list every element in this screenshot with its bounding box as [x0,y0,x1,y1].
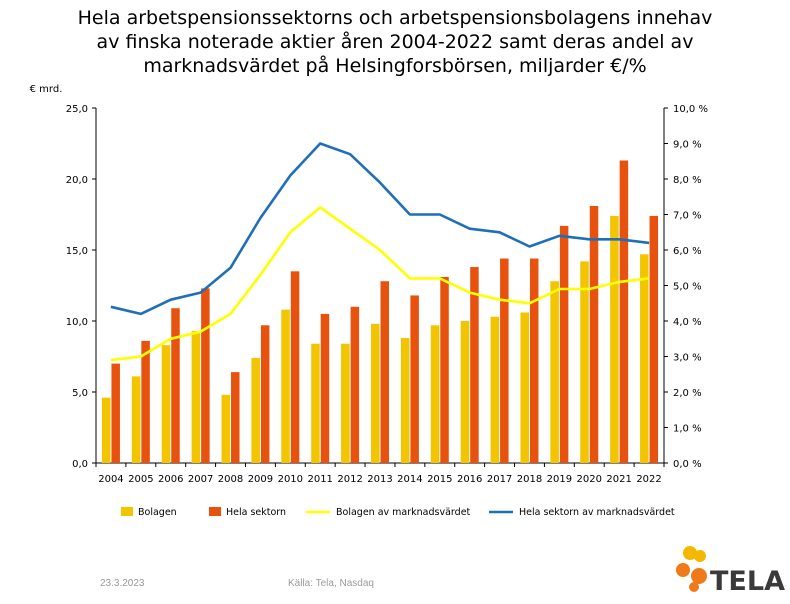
bar-hela-sektorn [111,363,120,463]
bar-bolagen [640,254,649,463]
bar-hela-sektorn [649,215,659,463]
y-tick-label-left: 25,0 [66,104,88,115]
y-tick-label-right: 9,0 % [673,140,702,151]
legend-swatch-bolagen [121,507,133,516]
bar-hela-sektorn [141,340,150,463]
bar-hela-sektorn [290,271,300,463]
tela-logo-text: TELA [710,566,785,597]
title-line-1: Hela arbetspensionssektorns och arbetspe… [77,7,713,29]
chart-title: Hela arbetspensionssektorns och arbetspe… [40,6,750,78]
y-axis-label: € mrd. [30,84,63,95]
legend-label-bolagen-line: Bolagen av marknadsvärdet [336,507,471,518]
x-tick-label: 2022 [636,474,661,485]
legend-label-bolagen: Bolagen [138,507,177,518]
y-tick-label-right: 10,0 % [673,104,708,115]
bar-bolagen [341,343,350,463]
tela-logo: TELA [672,544,785,598]
x-tick-label: 2015 [427,474,452,485]
combo-chart: 0,0 5,0 10,0 15,0 20,0 25,0€ mrd. 0,0 % 1,0 % 2,… [30,84,708,518]
bar-bolagen [101,397,111,463]
legend-label-hela-sektorn-line: Hela sektorn av marknadsvärdet [519,507,675,518]
x-tick-label: 2011 [307,474,332,485]
bar-bolagen [371,323,380,463]
legend-label-hela-sektorn: Hela sektorn [226,507,286,518]
y-tick-label-left: 20,0 [66,175,88,186]
y-tick-label-right: 2,0 % [673,388,702,399]
bar-hela-sektorn [529,258,539,463]
bar-hela-sektorn [171,308,180,463]
bar-hela-sektorn [619,160,629,464]
legend-swatch-hela-sektorn [209,507,221,516]
bar-hela-sektorn [440,276,449,463]
bar-bolagen [550,281,559,463]
y-tick-label-right: 8,0 % [673,175,702,186]
bar-bolagen [311,343,320,463]
title-line-2: av finska noterade aktier åren 2004-2022… [96,31,694,53]
x-tick-label: 2007 [188,474,213,485]
y-tick-label-left: 15,0 [66,246,88,257]
x-tick-label: 2019 [547,474,572,485]
x-tick-label: 2004 [98,474,123,485]
bar-bolagen [520,312,529,463]
y-tick-label-right: 4,0 % [673,317,702,328]
bar-hela-sektorn [589,205,599,464]
title-line-3: marknadsvärdet på Helsingforsbörsen, mil… [143,55,647,77]
bar-bolagen [221,394,231,463]
bar-bolagen [251,357,260,463]
bar-hela-sektorn [231,372,240,463]
x-tick-label: 2016 [457,474,482,485]
x-tick-label: 2005 [128,474,153,485]
bar-bolagen [281,309,290,463]
bar-hela-sektorn [500,258,509,463]
bar-bolagen [490,316,500,463]
tela-logo-mark-icon [676,546,707,592]
bar-hela-sektorn [470,267,479,463]
bar-bolagen [131,376,141,463]
bar-bolagen [460,321,470,463]
line-hela-sektorn-av-marknadsvardet [110,142,650,316]
x-tick-label: 2020 [577,474,602,485]
x-tick-label: 2006 [158,474,183,485]
bar-hela-sektorn [559,225,569,463]
bar-hela-sektorn [350,306,360,463]
x-tick-label: 2014 [397,474,422,485]
bar-hela-sektorn [380,281,389,463]
footer-date: 23.3.2023 [100,578,145,589]
bar-hela-sektorn [201,288,210,463]
bar-hela-sektorn [260,325,270,463]
x-tick-label: 2009 [248,474,273,485]
line-bolagen-av-marknadsvardet [110,206,650,362]
bar-bolagen [161,345,171,463]
bar-bolagen [610,215,619,463]
y-tick-label-left: 0,0 [72,459,88,470]
x-tick-label: 2017 [487,474,512,485]
y-tick-label-left: 5,0 [72,388,88,399]
bar-bolagen [191,330,201,463]
y-tick-label-right: 3,0 % [673,353,702,364]
y-tick-label-right: 1,0 % [673,424,702,435]
y-tick-label-left: 10,0 [66,317,88,328]
y-tick-label-right: 6,0 % [673,246,702,257]
bar-hela-sektorn [320,313,330,463]
y-tick-label-right: 5,0 % [673,282,702,293]
x-tick-label: 2013 [367,474,392,485]
x-tick-label: 2021 [606,474,631,485]
bar-bolagen [430,325,440,463]
bar-hela-sektorn [410,295,419,463]
y-tick-label-right: 0,0 % [673,459,702,470]
footer-source: Källa: Tela, Nasdaq [288,578,374,589]
x-tick-label: 2018 [517,474,542,485]
bar-bolagen [400,338,410,463]
x-tick-label: 2008 [218,474,243,485]
x-tick-label: 2012 [337,474,362,485]
bar-bolagen [580,261,589,463]
x-tick-label: 2010 [278,474,303,485]
y-tick-label-right: 7,0 % [673,211,702,222]
